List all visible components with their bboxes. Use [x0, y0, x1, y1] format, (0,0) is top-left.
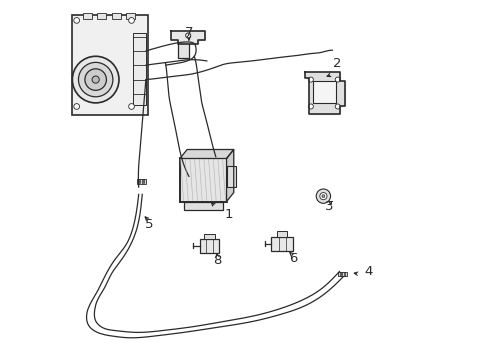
- Bar: [83, 13, 92, 19]
- Text: 4: 4: [363, 265, 372, 278]
- Circle shape: [74, 104, 80, 109]
- Bar: [133, 33, 145, 105]
- Bar: [112, 13, 121, 19]
- Circle shape: [185, 33, 190, 38]
- Circle shape: [74, 18, 80, 23]
- Bar: [97, 13, 106, 19]
- Text: 6: 6: [288, 252, 297, 265]
- Circle shape: [308, 77, 313, 82]
- Circle shape: [308, 104, 313, 109]
- Polygon shape: [226, 149, 233, 202]
- Circle shape: [85, 69, 106, 90]
- Polygon shape: [305, 72, 344, 114]
- Bar: [180, 158, 226, 202]
- Polygon shape: [178, 44, 188, 58]
- Text: 5: 5: [145, 218, 153, 231]
- Circle shape: [72, 56, 119, 103]
- Circle shape: [335, 104, 340, 109]
- Text: 8: 8: [213, 254, 222, 267]
- Text: 3: 3: [324, 201, 332, 213]
- Circle shape: [319, 193, 326, 200]
- Circle shape: [92, 76, 99, 83]
- Text: 7: 7: [184, 27, 193, 40]
- Bar: [126, 13, 135, 19]
- Text: 1: 1: [224, 208, 232, 221]
- Text: 2: 2: [333, 57, 341, 70]
- Polygon shape: [171, 31, 204, 44]
- Bar: [199, 239, 219, 253]
- Circle shape: [78, 62, 113, 97]
- FancyBboxPatch shape: [72, 15, 147, 116]
- Circle shape: [128, 104, 134, 109]
- Circle shape: [335, 77, 340, 82]
- Circle shape: [128, 18, 134, 23]
- Bar: [203, 234, 214, 239]
- Bar: [226, 166, 235, 187]
- Bar: [271, 237, 292, 251]
- Bar: [180, 158, 226, 202]
- Circle shape: [316, 189, 330, 203]
- Bar: [337, 272, 346, 276]
- Circle shape: [321, 195, 324, 198]
- Bar: [137, 179, 145, 184]
- Bar: [276, 231, 286, 237]
- Polygon shape: [180, 149, 233, 158]
- Bar: [312, 81, 335, 103]
- Bar: [183, 202, 223, 211]
